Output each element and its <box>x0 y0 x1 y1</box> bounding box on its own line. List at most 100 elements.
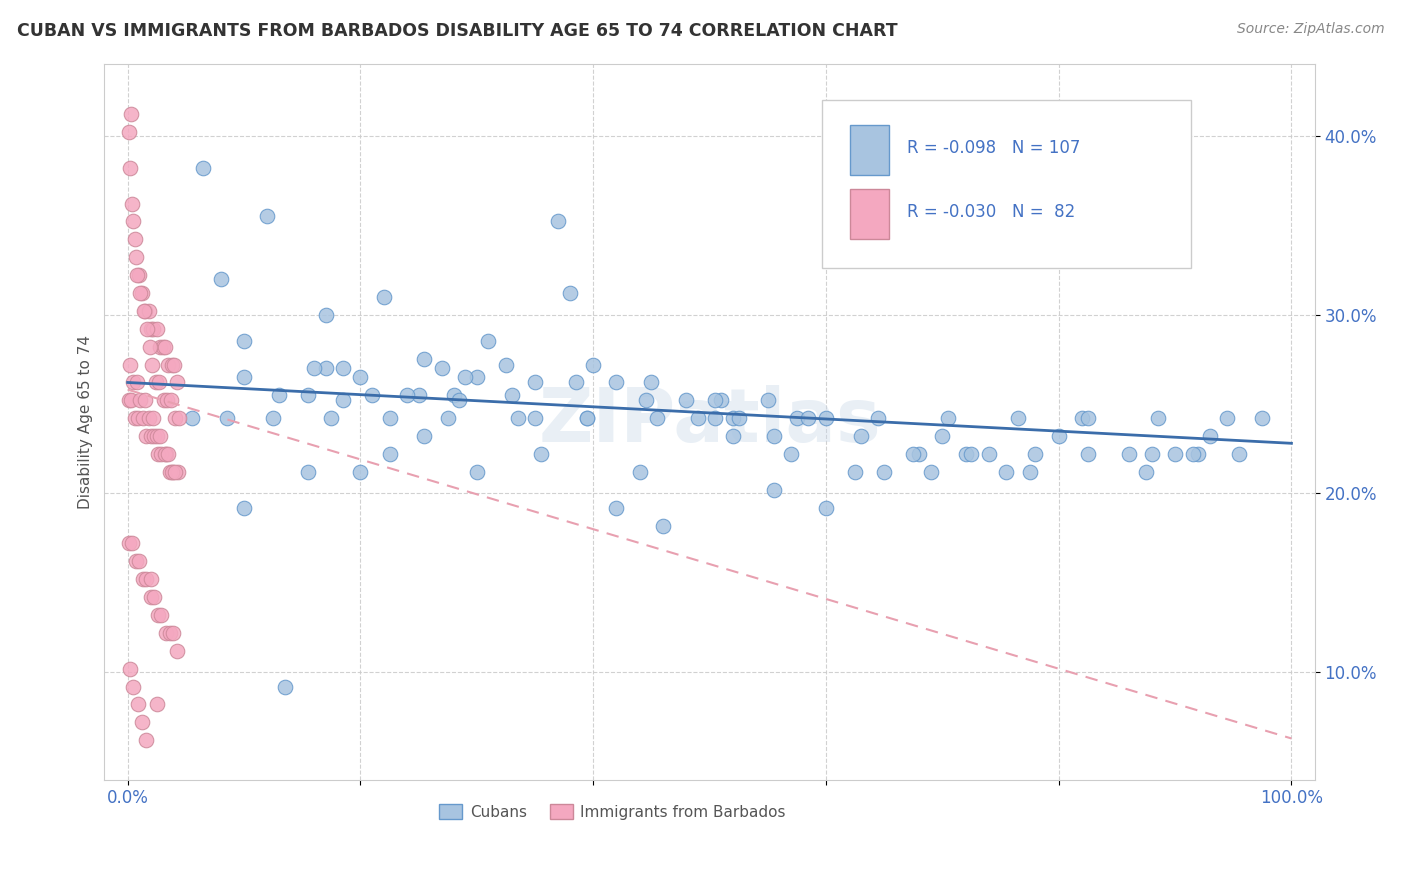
Point <box>814 411 837 425</box>
Point <box>153 447 176 461</box>
Point <box>209 271 232 285</box>
Point <box>1077 447 1099 461</box>
Point <box>645 411 668 425</box>
Point <box>908 447 931 461</box>
Text: CUBAN VS IMMIGRANTS FROM BARBADOS DISABILITY AGE 65 TO 74 CORRELATION CHART: CUBAN VS IMMIGRANTS FROM BARBADOS DISABI… <box>17 22 897 40</box>
Point <box>166 465 188 479</box>
Point <box>1024 447 1046 461</box>
Point <box>634 393 657 408</box>
Point <box>413 429 436 443</box>
Point <box>121 196 143 211</box>
Point <box>149 340 172 354</box>
Point <box>139 429 162 443</box>
Point <box>780 447 803 461</box>
Point <box>1164 447 1187 461</box>
Point <box>1181 447 1204 461</box>
Point <box>430 361 453 376</box>
Point <box>162 465 184 479</box>
Point <box>166 376 188 390</box>
Point <box>122 680 145 694</box>
FancyBboxPatch shape <box>823 100 1191 268</box>
Point <box>150 447 173 461</box>
Point <box>165 465 187 479</box>
Point <box>138 411 160 425</box>
Point <box>118 662 141 676</box>
Point <box>180 411 202 425</box>
Point <box>127 698 149 712</box>
Point <box>449 393 471 408</box>
Point <box>547 214 569 228</box>
Point <box>125 250 148 264</box>
Point <box>501 388 523 402</box>
Point <box>274 680 297 694</box>
Point <box>332 393 354 408</box>
Point <box>873 465 896 479</box>
Point <box>786 411 808 425</box>
Point <box>122 214 145 228</box>
Point <box>1007 411 1029 425</box>
Point <box>163 358 186 372</box>
Point <box>349 370 371 384</box>
Point <box>152 393 174 408</box>
Point <box>413 352 436 367</box>
Point <box>1047 429 1070 443</box>
Point <box>1227 447 1250 461</box>
Point <box>844 465 866 479</box>
Point <box>157 447 180 461</box>
Point <box>640 376 662 390</box>
Point <box>136 322 159 336</box>
Point <box>605 376 627 390</box>
Point <box>157 358 180 372</box>
Point <box>564 376 586 390</box>
Point <box>576 411 599 425</box>
Point <box>131 715 153 730</box>
Point <box>145 698 167 712</box>
Point <box>297 388 319 402</box>
Point <box>145 322 167 336</box>
Point <box>233 334 256 349</box>
Point <box>215 411 238 425</box>
Point <box>145 429 167 443</box>
Point <box>814 500 837 515</box>
Point <box>1146 411 1168 425</box>
Bar <box>851 189 889 239</box>
Point <box>139 590 162 604</box>
Point <box>373 290 395 304</box>
Point <box>297 465 319 479</box>
Point <box>125 554 148 568</box>
Point <box>1077 411 1099 425</box>
Point <box>124 232 146 246</box>
Point <box>454 370 477 384</box>
Point <box>378 447 401 461</box>
Point <box>762 429 785 443</box>
Point <box>903 447 925 461</box>
Point <box>149 429 172 443</box>
Point <box>152 340 174 354</box>
Point <box>138 304 160 318</box>
Point <box>160 465 183 479</box>
Point <box>361 388 384 402</box>
Y-axis label: Disability Age 65 to 74: Disability Age 65 to 74 <box>79 334 93 508</box>
Point <box>155 447 177 461</box>
Point <box>132 411 155 425</box>
Point <box>160 358 183 372</box>
Point <box>675 393 697 408</box>
Point <box>710 393 733 408</box>
Point <box>153 340 176 354</box>
Point <box>704 393 727 408</box>
Point <box>156 393 179 408</box>
Point <box>936 411 959 425</box>
Point <box>131 286 153 301</box>
Point <box>135 733 157 747</box>
Point <box>1018 465 1040 479</box>
Point <box>523 411 546 425</box>
Point <box>315 361 337 376</box>
Point <box>128 554 150 568</box>
Point <box>977 447 1000 461</box>
Point <box>124 411 146 425</box>
Point <box>121 536 143 550</box>
Point <box>652 518 675 533</box>
Text: Source: ZipAtlas.com: Source: ZipAtlas.com <box>1237 22 1385 37</box>
Point <box>118 536 141 550</box>
Point <box>159 393 181 408</box>
